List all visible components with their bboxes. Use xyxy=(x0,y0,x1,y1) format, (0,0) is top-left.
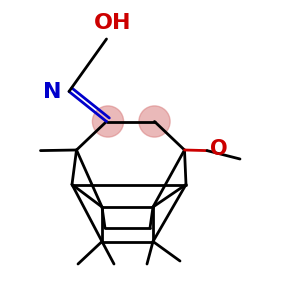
Text: N: N xyxy=(43,82,62,101)
Circle shape xyxy=(92,106,124,137)
Circle shape xyxy=(139,106,170,137)
Text: OH: OH xyxy=(94,13,131,33)
Text: O: O xyxy=(210,139,228,159)
